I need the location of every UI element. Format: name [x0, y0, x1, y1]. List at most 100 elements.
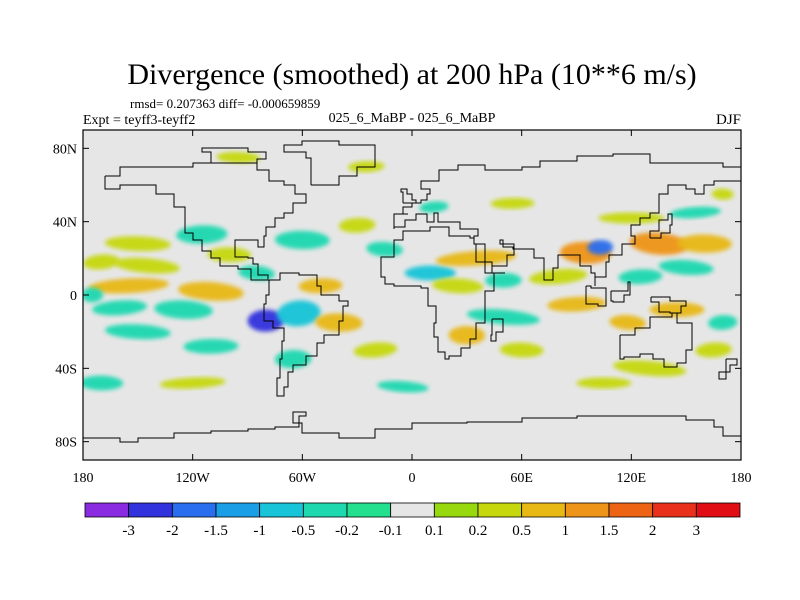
- colorbar-swatch: [346, 502, 392, 518]
- divergence-anomaly: [613, 360, 687, 377]
- divergence-anomaly: [432, 278, 484, 294]
- divergence-anomaly: [695, 342, 732, 358]
- colorbar: -3 -2 -1.5 -1 -0.5 -0.2 -0.1 0.1 0.2 0.5 1 1.5 2 3: [84, 502, 741, 539]
- divergence-anomaly: [711, 188, 734, 200]
- divergence-anomaly: [83, 287, 104, 303]
- antarctica-coast: [83, 411, 741, 443]
- colorbar-swatch: [608, 502, 654, 518]
- x-tick-label: 120E: [617, 471, 647, 486]
- x-tick-label: 60E: [510, 471, 533, 486]
- divergence-anomaly: [377, 380, 429, 393]
- colorbar-label: 3: [693, 523, 701, 539]
- divergence-anomaly: [677, 234, 732, 253]
- divergence-anomaly: [618, 269, 663, 285]
- canadian-islands: [201, 147, 267, 164]
- greenland-coast: [283, 140, 376, 186]
- colorbar-label: -1.5: [204, 523, 228, 539]
- divergence-anomaly: [176, 225, 228, 244]
- colorbar-swatch: [302, 502, 348, 518]
- x-tick-label: 180: [73, 471, 94, 486]
- divergence-anomaly: [104, 324, 171, 340]
- divergence-anomaly: [92, 300, 147, 316]
- colorbar-swatch: [128, 502, 173, 518]
- australia-coast: [619, 312, 693, 368]
- borneo-coast: [610, 281, 631, 303]
- new-guinea-coast: [650, 296, 687, 314]
- colorbar-label: 1: [562, 523, 570, 539]
- colorbar-label: -2: [166, 523, 179, 539]
- north-america-coast: [104, 162, 307, 281]
- colorbar-label: 0.2: [469, 523, 488, 539]
- divergence-anomaly: [658, 259, 714, 276]
- divergence-anomaly: [114, 257, 180, 274]
- divergence-anomaly: [154, 300, 213, 319]
- japan-coast: [649, 213, 673, 239]
- colorbar-label: 2: [649, 523, 657, 539]
- colorbar-label: 0.5: [512, 523, 531, 539]
- y-axis: 80N 40N 0 40S 80S: [53, 142, 741, 451]
- colorbar-swatch: [433, 502, 479, 518]
- case-label: 025_6_MaBP - 025_6_MaBP: [329, 111, 496, 126]
- colorbar-swatch: [215, 502, 261, 518]
- divergence-anomaly: [576, 377, 632, 389]
- colorbar-swatch: [652, 502, 697, 518]
- divergence-anomaly: [419, 201, 449, 213]
- divergence-anomaly: [338, 217, 376, 233]
- colorbar-label: -0.5: [291, 523, 315, 539]
- x-tick-label: 120W: [176, 471, 211, 486]
- colorbar-swatch: [695, 502, 741, 518]
- y-tick-label: 80S: [55, 436, 77, 451]
- africa-coast: [380, 226, 505, 360]
- colorbar-label: -1: [253, 523, 266, 539]
- divergence-anomaly: [629, 232, 688, 255]
- colorbar-swatch: [477, 502, 523, 518]
- colorbar-swatch: [84, 502, 130, 518]
- colorbar-label: -0.2: [335, 523, 359, 539]
- colorbar-swatch: [390, 502, 435, 518]
- divergence-field: [83, 151, 738, 393]
- stats-label: rmsd= 0.207363 diff= -0.000659859: [130, 96, 320, 111]
- x-tick-label: 180: [731, 471, 752, 486]
- divergence-anomaly: [83, 375, 124, 391]
- divergence-anomaly: [216, 151, 261, 164]
- divergence-anomaly: [490, 197, 535, 209]
- divergence-anomaly: [353, 342, 398, 358]
- divergence-anomaly: [669, 206, 721, 219]
- map-background: [83, 130, 741, 460]
- divergence-anomaly: [598, 212, 665, 224]
- expt-label: Expt = teyff3-teyff2: [83, 113, 195, 128]
- colorbar-swatch: [564, 502, 610, 518]
- divergence-anomaly: [547, 296, 606, 312]
- colorbar-label: -0.1: [379, 523, 403, 539]
- divergence-anomaly: [609, 315, 646, 330]
- divergence-anomaly: [649, 302, 705, 317]
- colorbar-swatch: [521, 502, 566, 518]
- x-axis: 180 120W 60W 0 60E 120E 180: [73, 130, 752, 486]
- south-america-coast: [263, 272, 349, 397]
- divergence-anomaly: [587, 239, 614, 255]
- divergence-anomaly: [404, 265, 456, 281]
- divergence-anomaly: [499, 342, 544, 358]
- x-tick-label: 60W: [289, 471, 317, 486]
- chart-title: Divergence (smoothed) at 200 hPa (10**6 …: [127, 58, 696, 91]
- divergence-anomaly: [274, 230, 330, 250]
- new-zealand-coast: [718, 358, 738, 380]
- divergence-anomaly: [178, 281, 244, 301]
- colorbar-label: 0.1: [425, 523, 444, 539]
- y-tick-label: 40S: [55, 362, 77, 377]
- colorbar-swatch: [259, 502, 304, 518]
- divergence-anomaly: [88, 278, 169, 294]
- divergence-anomaly: [274, 349, 312, 369]
- coastline-outline: [83, 140, 741, 443]
- divergence-anomaly: [183, 338, 239, 354]
- season-label: DJF: [716, 112, 741, 128]
- madagascar-coast: [490, 318, 504, 342]
- divergence-anomaly: [159, 377, 226, 389]
- y-tick-label: 0: [70, 289, 77, 304]
- divergence-anomaly: [83, 254, 120, 270]
- y-tick-label: 80N: [53, 142, 77, 157]
- sumatra-coast: [585, 285, 607, 307]
- divergence-anomaly: [708, 315, 738, 330]
- x-tick-label: 0: [409, 471, 416, 486]
- divergence-anomaly: [104, 236, 171, 252]
